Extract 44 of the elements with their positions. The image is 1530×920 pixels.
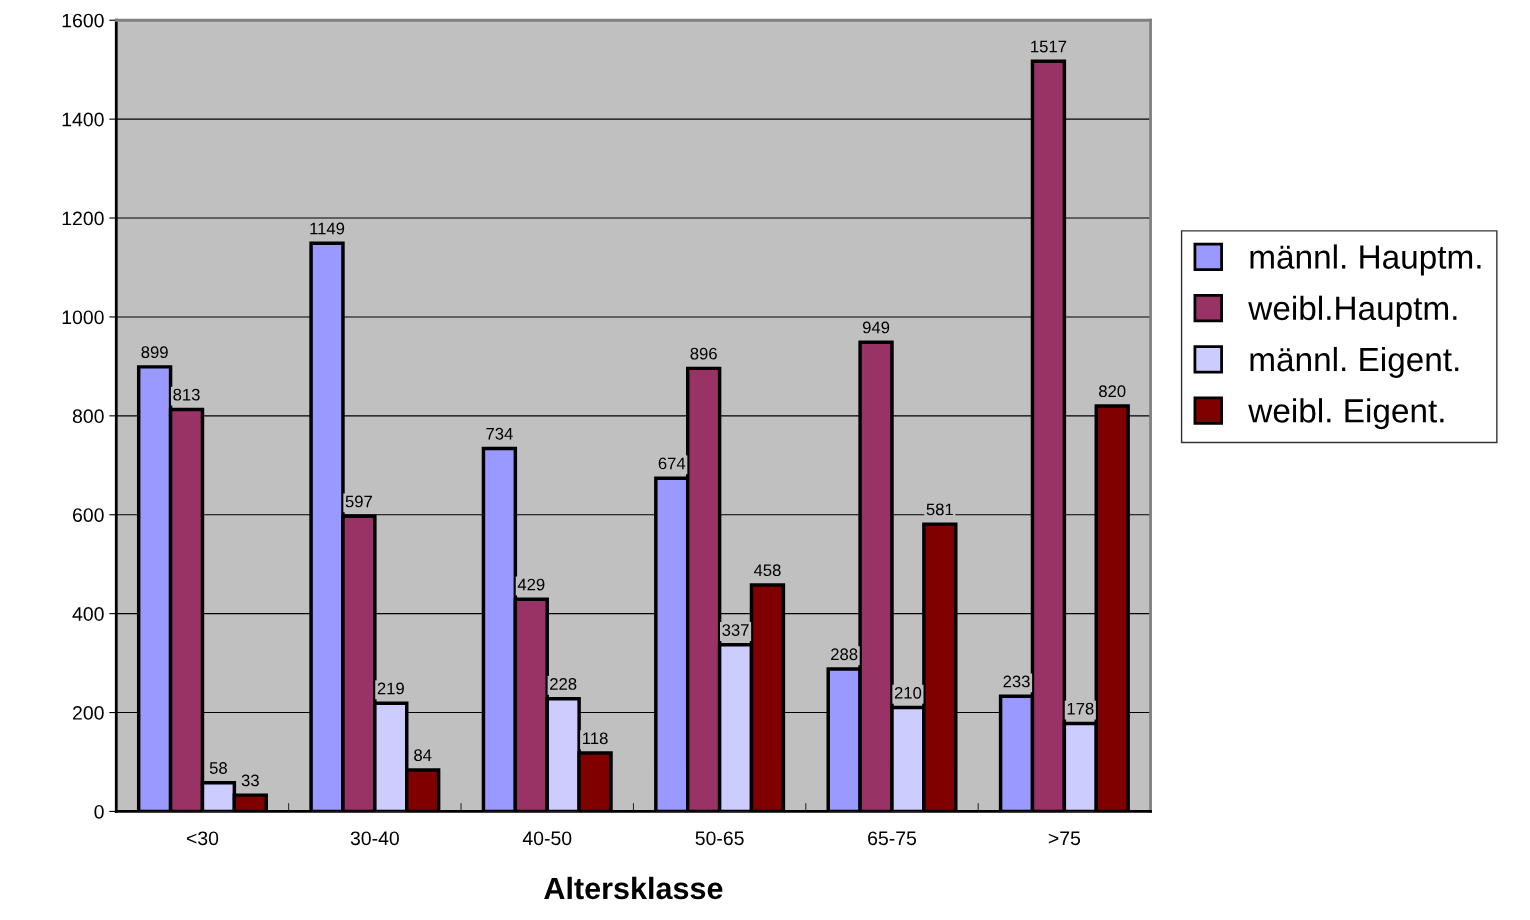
- y-tick-label: 800: [72, 409, 104, 424]
- x-tick-label: 30-40: [350, 831, 399, 846]
- data-label: 581: [926, 503, 953, 516]
- data-label: 228: [550, 678, 577, 690]
- data-label: 84: [414, 749, 432, 762]
- data-label: 949: [862, 321, 890, 334]
- data-label: 597: [345, 495, 372, 508]
- data-label: 820: [1099, 385, 1126, 398]
- data-label: 429: [517, 578, 545, 591]
- x-tick-label: 40-50: [522, 831, 572, 846]
- y-tick-label: 1000: [62, 310, 104, 325]
- legend-label: männl. Eigent.: [1250, 346, 1459, 378]
- x-axis-title: Altersklasse: [544, 876, 723, 900]
- legend-label: weibl.Hauptm.: [1248, 295, 1457, 327]
- data-label: 1517: [1031, 40, 1067, 53]
- x-tick-label: <30: [186, 831, 219, 846]
- data-label: 233: [1003, 675, 1030, 688]
- x-tick-label: >75: [1048, 831, 1081, 846]
- data-label: 899: [141, 346, 168, 359]
- data-label: 1149: [310, 222, 345, 235]
- data-label: 813: [173, 388, 200, 401]
- data-label: 178: [1067, 702, 1094, 715]
- data-label: 458: [753, 564, 781, 577]
- y-tick-label: 1600: [62, 13, 104, 28]
- data-label: 288: [831, 648, 858, 661]
- data-label: 33: [241, 774, 259, 787]
- data-label: 734: [486, 427, 513, 440]
- data-label: 219: [377, 682, 404, 695]
- y-tick-label: 1400: [62, 112, 104, 127]
- data-label: 210: [894, 686, 922, 699]
- y-tick-label: 0: [94, 804, 104, 819]
- data-label: 118: [583, 732, 608, 745]
- y-tick-label: 1200: [62, 211, 104, 226]
- data-label: 58: [209, 762, 227, 774]
- x-tick-label: 65-75: [868, 831, 917, 846]
- y-tick-label: 600: [73, 508, 104, 522]
- legend-label: weibl. Eigent.: [1248, 398, 1444, 430]
- data-label: 337: [722, 624, 749, 636]
- y-tick-label: 200: [73, 706, 104, 720]
- legend-label: männl. Hauptm.: [1250, 244, 1481, 276]
- y-tick-label: 400: [72, 607, 104, 621]
- data-label: 674: [658, 457, 686, 470]
- data-label: 896: [690, 347, 717, 360]
- x-tick-label: 50-65: [695, 831, 744, 846]
